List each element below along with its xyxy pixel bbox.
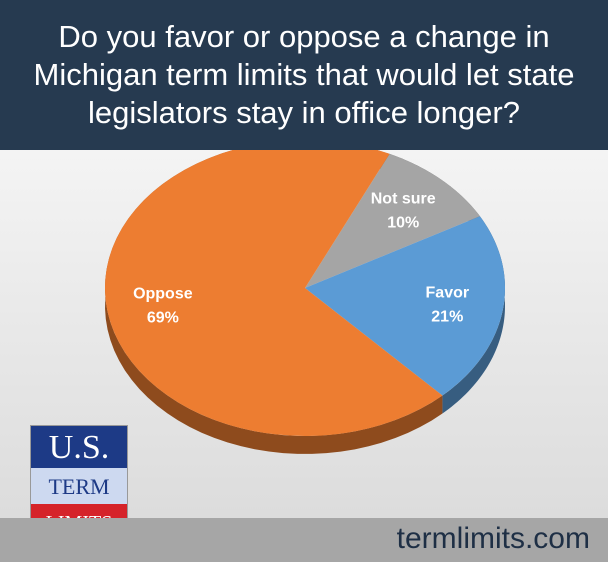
site-url: termlimits.com <box>396 522 590 555</box>
logo-line: U.S. <box>31 426 127 468</box>
slice-label: Oppose <box>133 285 193 302</box>
value-label: 69% <box>147 309 179 326</box>
header: Do you favor or oppose a change in Michi… <box>0 0 608 150</box>
chart-title: Do you favor or oppose a change in Michi… <box>33 19 575 130</box>
value-label: 10% <box>387 214 419 231</box>
slice-side <box>105 150 443 454</box>
slice <box>105 150 443 436</box>
slice-label: Favor <box>426 285 470 302</box>
value-label: 21% <box>431 309 463 326</box>
slice <box>305 216 506 396</box>
slice <box>305 153 480 288</box>
logo-line: TERM <box>31 468 127 504</box>
slice-side <box>442 216 505 414</box>
footer: termlimits.com <box>0 518 608 562</box>
slice-label: Not sure <box>371 190 436 207</box>
